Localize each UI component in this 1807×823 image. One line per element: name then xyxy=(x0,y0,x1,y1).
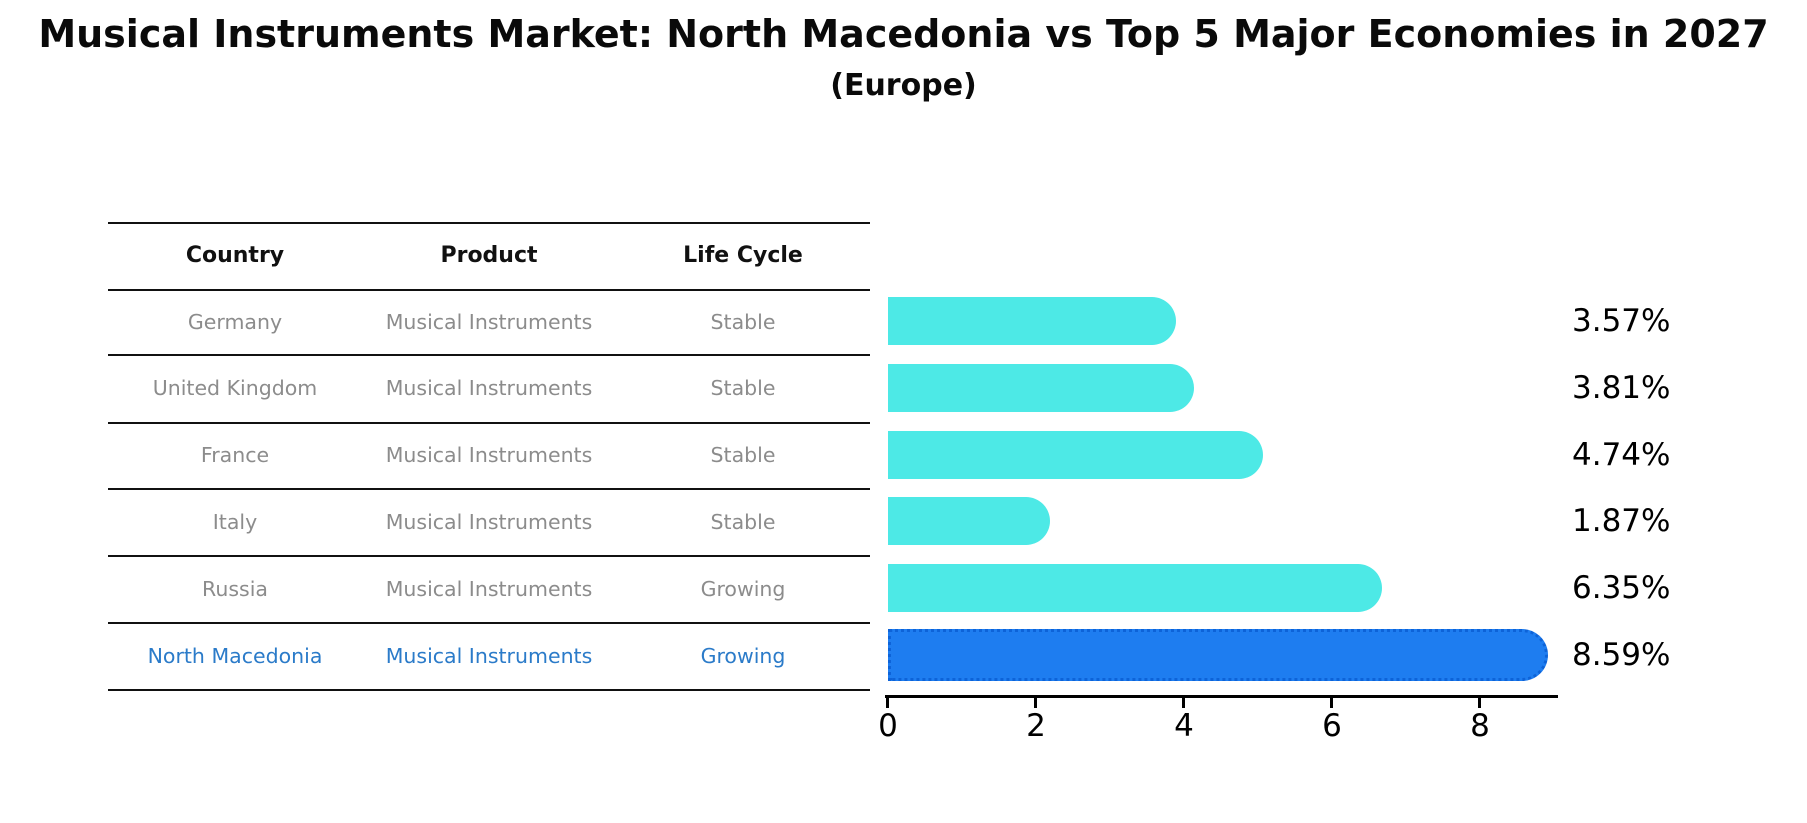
bar-united-kingdom xyxy=(888,364,1194,412)
bar-russia xyxy=(888,564,1382,612)
cell-lifecycle: Growing xyxy=(700,576,786,601)
column-header-lifecycle: Life Cycle xyxy=(683,243,803,268)
table-row-rule xyxy=(108,622,870,624)
cell-country: France xyxy=(200,443,270,467)
value-label: 1.87% xyxy=(1572,503,1671,539)
x-axis-tick-label: 2 xyxy=(1026,708,1046,744)
x-axis-tick xyxy=(1478,698,1481,708)
bar-germany xyxy=(888,297,1176,345)
value-label: 4.74% xyxy=(1572,437,1671,473)
table-row-rule xyxy=(108,488,870,490)
cell-lifecycle: Growing xyxy=(700,643,786,668)
table-row-russia: Russia Musical Instruments Growing xyxy=(108,555,870,622)
cell-lifecycle: Stable xyxy=(710,376,776,400)
column-header-product: Product xyxy=(440,243,538,268)
chart-subtitle: (Europe) xyxy=(830,68,977,103)
cell-country: United Kingdom xyxy=(152,376,318,400)
cell-country: North Macedonia xyxy=(147,643,323,668)
table-row-italy: Italy Musical Instruments Stable xyxy=(108,488,870,555)
column-header-country: Country xyxy=(185,243,285,268)
cell-country: Russia xyxy=(202,576,268,601)
x-axis-tick xyxy=(886,698,889,708)
x-axis-tick-label: 0 xyxy=(878,708,898,744)
x-axis-tick-label: 8 xyxy=(1470,708,1490,744)
table-top-rule xyxy=(108,222,870,224)
cell-lifecycle: Stable xyxy=(710,509,776,534)
cell-lifecycle: Stable xyxy=(710,443,776,467)
x-axis-tick-label: 6 xyxy=(1322,708,1342,744)
cell-lifecycle: Stable xyxy=(710,309,776,334)
table-header-rule xyxy=(108,289,870,291)
cell-product: Musical Instruments xyxy=(385,309,593,334)
cell-product: Musical Instruments xyxy=(385,576,593,601)
cell-product: Musical Instruments xyxy=(385,509,593,534)
table-row-france: France Musical Instruments Stable xyxy=(108,422,870,488)
bar-north-macedonia xyxy=(888,629,1548,681)
cell-country: Italy xyxy=(212,509,258,534)
table-row-rule xyxy=(108,422,870,424)
table-row-rule xyxy=(108,354,870,356)
value-label: 6.35% xyxy=(1572,570,1671,606)
cell-country: Germany xyxy=(187,309,283,334)
value-label: 3.57% xyxy=(1572,303,1671,339)
table-row-germany: Germany Musical Instruments Stable xyxy=(108,289,870,354)
cell-product: Musical Instruments xyxy=(385,643,593,668)
x-axis-tick xyxy=(1330,698,1333,708)
x-axis-tick xyxy=(1182,698,1185,708)
cell-product: Musical Instruments xyxy=(385,443,593,467)
value-label: 8.59% xyxy=(1572,637,1671,673)
table-row-rule xyxy=(108,555,870,557)
table-row-united-kingdom: United Kingdom Musical Instruments Stabl… xyxy=(108,354,870,422)
value-label: 3.81% xyxy=(1572,370,1671,406)
table-bottom-rule xyxy=(108,689,870,691)
bar-italy xyxy=(888,497,1050,545)
table-row-north-macedonia: North Macedonia Musical Instruments Grow… xyxy=(108,622,870,689)
chart-title: Musical Instruments Market: North Macedo… xyxy=(38,12,1769,56)
x-axis-tick xyxy=(1034,698,1037,708)
x-axis-tick-label: 4 xyxy=(1174,708,1194,744)
bar-france xyxy=(888,431,1263,479)
cell-product: Musical Instruments xyxy=(385,376,593,400)
table-header-row: Country Product Life Cycle xyxy=(108,222,870,289)
x-axis-line xyxy=(885,695,1558,698)
